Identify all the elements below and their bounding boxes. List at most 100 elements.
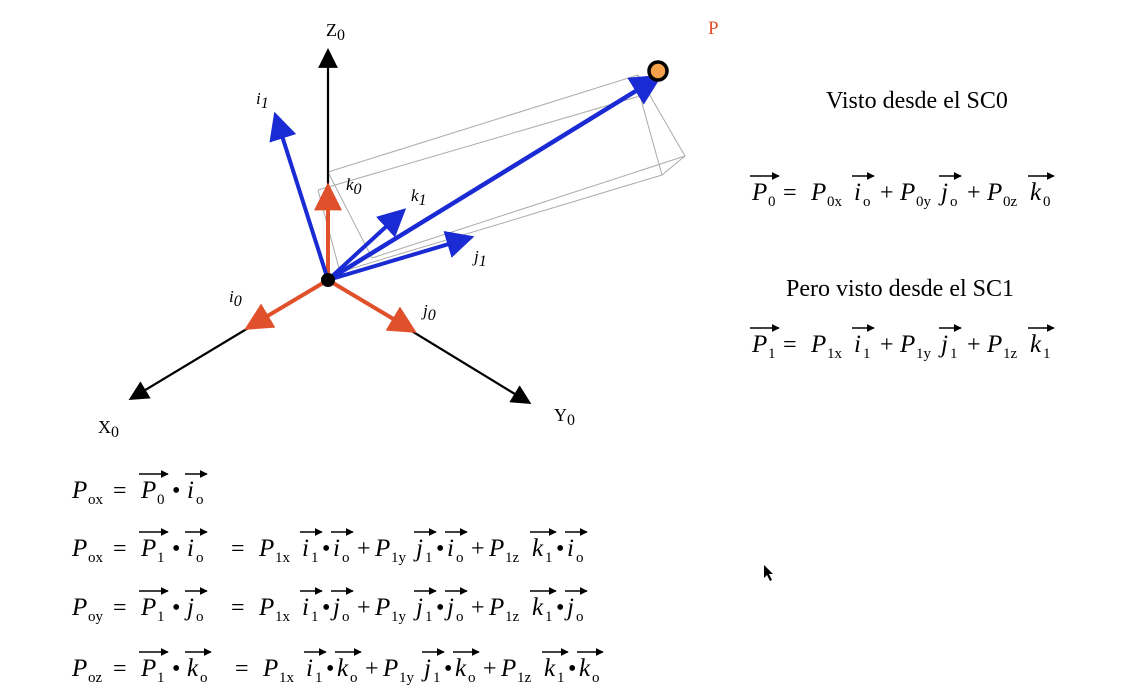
subscript: o bbox=[342, 609, 350, 625]
subscript: 0 bbox=[768, 194, 776, 210]
i0-vector bbox=[244, 278, 330, 330]
operator: = bbox=[113, 478, 127, 504]
vector-symbol: i bbox=[302, 535, 309, 562]
i1-label: i1 bbox=[256, 89, 269, 112]
subscript: 0y bbox=[916, 194, 932, 210]
subscript: oz bbox=[88, 670, 103, 686]
subscript: 1 bbox=[950, 346, 958, 362]
subscript: 1 bbox=[157, 670, 165, 686]
k0-label: k0 bbox=[346, 175, 362, 198]
scalar-symbol: P bbox=[374, 594, 390, 621]
operator: + bbox=[357, 536, 371, 562]
operator: + bbox=[365, 656, 379, 682]
vector-symbol: j bbox=[564, 594, 574, 621]
subscript: o bbox=[576, 550, 584, 566]
scalar-symbol: P bbox=[810, 331, 826, 358]
scalar-symbol: P bbox=[500, 655, 516, 682]
scalar-symbol: P bbox=[382, 655, 398, 682]
scalar-symbol: P bbox=[71, 594, 87, 621]
point-p-label: P bbox=[708, 18, 719, 39]
vector-symbol: j bbox=[184, 594, 194, 621]
subscript: 1 bbox=[545, 550, 553, 566]
subscript: 1 bbox=[768, 346, 776, 362]
i1-vector bbox=[269, 111, 330, 281]
subscript: 1z bbox=[1003, 346, 1018, 362]
subscript: 1 bbox=[157, 550, 165, 566]
origin-point bbox=[321, 273, 335, 287]
j1-label: j1 bbox=[472, 247, 487, 270]
subscript: o bbox=[196, 492, 204, 508]
subscript: o bbox=[350, 670, 358, 686]
subscript: 1 bbox=[425, 609, 433, 625]
vector-symbol: P bbox=[140, 594, 156, 621]
subscript: 0 bbox=[1043, 194, 1051, 210]
operator: • bbox=[556, 595, 564, 621]
scalar-symbol: P bbox=[71, 655, 87, 682]
scalar-symbol: P bbox=[258, 594, 274, 621]
subscript: o bbox=[196, 609, 204, 625]
vector-symbol: P bbox=[751, 179, 767, 206]
operator: = bbox=[783, 332, 797, 358]
subscript: 0 bbox=[157, 492, 165, 508]
vector-symbol: k bbox=[544, 655, 556, 682]
equation-p0: P 0 = P 0x i o + P 0y j o + P 0z k 0 bbox=[750, 172, 1055, 210]
operator: • bbox=[326, 656, 334, 682]
subscript: 1 bbox=[157, 609, 165, 625]
operator: + bbox=[967, 332, 981, 358]
y0-label: Y0 bbox=[554, 405, 575, 429]
subscript: oy bbox=[88, 609, 104, 625]
subscript: 1 bbox=[1043, 346, 1051, 362]
operator: = bbox=[113, 536, 127, 562]
operator: + bbox=[880, 332, 894, 358]
operator: • bbox=[172, 478, 180, 504]
projection-box bbox=[317, 74, 686, 280]
point-p bbox=[647, 60, 669, 82]
subscript: o bbox=[200, 670, 208, 686]
subscript: o bbox=[456, 550, 464, 566]
subscript: o bbox=[592, 670, 600, 686]
subscript: 0x bbox=[827, 194, 843, 210]
x0-label: X0 bbox=[98, 417, 119, 441]
vector-symbol: i bbox=[187, 477, 194, 504]
vector-symbol: k bbox=[532, 535, 544, 562]
operator: = bbox=[231, 536, 245, 562]
subscript: ox bbox=[88, 492, 104, 508]
operator: = bbox=[113, 595, 127, 621]
operator: + bbox=[471, 595, 485, 621]
vector-symbol: P bbox=[140, 655, 156, 682]
vector-symbol: j bbox=[330, 594, 340, 621]
scalar-symbol: P bbox=[899, 331, 915, 358]
subscript: 1y bbox=[916, 346, 932, 362]
heading-sc0: Visto desde el SC0 bbox=[826, 88, 1008, 114]
j0-label: j0 bbox=[421, 301, 436, 324]
subscript: o bbox=[950, 194, 958, 210]
vector-symbol: k bbox=[455, 655, 467, 682]
vector-symbol: j bbox=[413, 535, 423, 562]
vector-symbol: P bbox=[751, 331, 767, 358]
subscript: o bbox=[468, 670, 476, 686]
operator: + bbox=[880, 180, 894, 206]
subscript: 1z bbox=[505, 609, 520, 625]
operator: • bbox=[172, 536, 180, 562]
operator: = bbox=[231, 595, 245, 621]
scalar-symbol: P bbox=[374, 535, 390, 562]
subscript: 1 bbox=[545, 609, 553, 625]
vector-symbol: i bbox=[854, 331, 861, 358]
scalar-symbol: P bbox=[71, 477, 87, 504]
p-vector bbox=[326, 74, 663, 282]
scalar-symbol: P bbox=[488, 594, 504, 621]
vector-symbol: k bbox=[1030, 331, 1042, 358]
vector-symbol: k bbox=[337, 655, 349, 682]
subscript: 1 bbox=[433, 670, 441, 686]
subscript: 1 bbox=[315, 670, 323, 686]
vector-symbol: j bbox=[444, 594, 454, 621]
j0-vector bbox=[326, 278, 417, 333]
operator: • bbox=[556, 536, 564, 562]
scalar-symbol: P bbox=[986, 179, 1002, 206]
vector-symbol: i bbox=[333, 535, 340, 562]
operator: • bbox=[568, 656, 576, 682]
subscript: 1y bbox=[391, 550, 407, 566]
